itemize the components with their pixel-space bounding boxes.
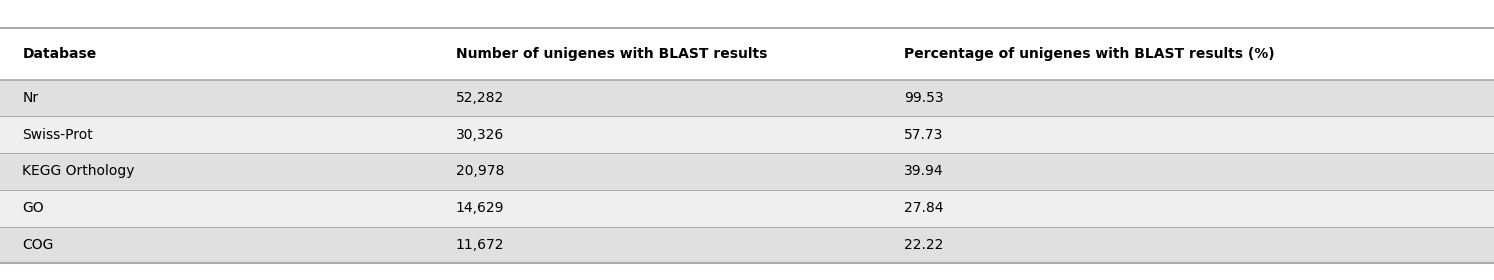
Text: 57.73: 57.73 [904, 128, 943, 142]
Text: 22.22: 22.22 [904, 238, 943, 252]
Text: Swiss-Prot: Swiss-Prot [22, 128, 93, 142]
Text: 14,629: 14,629 [456, 201, 503, 215]
Text: Percentage of unigenes with BLAST results (%): Percentage of unigenes with BLAST result… [904, 47, 1274, 61]
Text: KEGG Orthology: KEGG Orthology [22, 164, 134, 178]
Text: 99.53: 99.53 [904, 91, 944, 105]
Bar [0, 80, 1494, 116]
Text: Number of unigenes with BLAST results: Number of unigenes with BLAST results [456, 47, 766, 61]
Text: Database: Database [22, 47, 97, 61]
Bar [0, 190, 1494, 227]
Bar [0, 116, 1494, 153]
Text: COG: COG [22, 238, 54, 252]
Bar [0, 227, 1494, 263]
Text: 52,282: 52,282 [456, 91, 503, 105]
Text: 27.84: 27.84 [904, 201, 943, 215]
Text: 39.94: 39.94 [904, 164, 944, 178]
Text: 30,326: 30,326 [456, 128, 503, 142]
Text: GO: GO [22, 201, 43, 215]
Text: Nr: Nr [22, 91, 39, 105]
Bar [0, 28, 1494, 80]
Text: 20,978: 20,978 [456, 164, 503, 178]
Bar [0, 153, 1494, 190]
Text: 11,672: 11,672 [456, 238, 503, 252]
